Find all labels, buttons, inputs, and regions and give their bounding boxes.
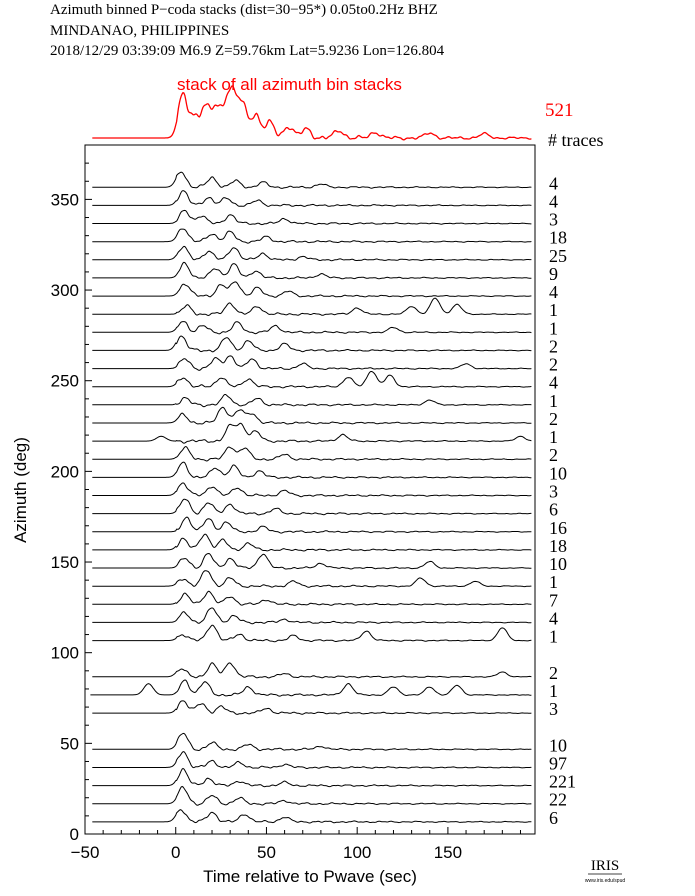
y-tick-label: 250 <box>51 372 79 391</box>
azimuth-trace <box>92 482 532 498</box>
x-axis-label: Time relative to Pwave (sec) <box>203 867 417 886</box>
azimuth-trace <box>92 209 532 226</box>
trace-count: 2 <box>549 445 558 465</box>
traces-count-header: # traces <box>548 130 603 150</box>
azimuth-trace <box>92 607 532 625</box>
trace-count: 97 <box>549 754 567 774</box>
stack-trace <box>92 85 532 141</box>
trace-count: 6 <box>549 500 558 520</box>
trace-count: 3 <box>549 699 558 719</box>
azimuth-trace <box>92 700 532 715</box>
azimuth-trace <box>92 190 532 207</box>
trace-count: 10 <box>549 735 567 755</box>
trace-count: 10 <box>549 463 567 483</box>
traces-panel: 4431825941122412121036161810174121310972… <box>90 171 576 828</box>
y-axis-label: Azimuth (deg) <box>11 437 30 543</box>
azimuth-trace <box>92 662 532 679</box>
azimuth-trace <box>92 422 532 444</box>
y-tick-label: 200 <box>51 462 79 481</box>
azimuth-trace <box>92 297 532 317</box>
trace-count: 22 <box>549 790 567 810</box>
trace-count: 4 <box>549 282 558 302</box>
azimuth-trace <box>92 785 532 806</box>
trace-count: 1 <box>549 318 558 338</box>
y-tick-label: 0 <box>70 825 79 844</box>
trace-count: 1 <box>549 681 558 701</box>
azimuth-trace <box>92 445 532 462</box>
iris-logo-text: IRIS <box>591 858 619 874</box>
azimuth-trace <box>92 394 532 408</box>
y-tick-label: 150 <box>51 553 79 572</box>
stack-count: 521 <box>545 100 574 121</box>
azimuth-trace <box>92 355 532 371</box>
azimuth-trace <box>92 624 532 643</box>
trace-count: 7 <box>549 590 558 610</box>
trace-count: 1 <box>549 627 558 647</box>
stack-label: stack of all azimuth bin stacks <box>177 75 402 94</box>
azimuth-trace <box>92 321 532 335</box>
trace-count: 1 <box>549 572 558 592</box>
azimuth-trace <box>92 498 532 516</box>
azimuth-trace <box>92 552 532 570</box>
azimuth-trace <box>92 516 532 534</box>
trace-count: 1 <box>549 300 558 320</box>
trace-count: 18 <box>549 536 567 556</box>
x-tick-label: 100 <box>343 843 371 862</box>
azimuth-trace <box>92 171 532 189</box>
y-tick-label: 350 <box>51 190 79 209</box>
trace-count: 3 <box>549 210 558 230</box>
trace-count: 1 <box>549 427 558 447</box>
azimuth-trace <box>92 281 532 298</box>
azimuth-trace <box>92 809 532 824</box>
trace-count: 2 <box>549 355 558 375</box>
azimuth-trace <box>92 570 532 588</box>
trace-count: 4 <box>549 608 558 628</box>
trace-count: 4 <box>549 191 558 211</box>
iris-logo-url: www.iris.edu/spud <box>585 878 626 884</box>
x-tick-label: 0 <box>171 843 180 862</box>
trace-count: 1 <box>549 391 558 411</box>
trace-count: 16 <box>549 518 567 538</box>
trace-count: 18 <box>549 228 567 248</box>
azimuth-trace <box>92 533 532 552</box>
x-tick-label: 50 <box>257 843 276 862</box>
stack-panel: stack of all azimuth bin stacks 521 <box>92 75 574 141</box>
azimuth-trace <box>92 732 532 752</box>
iris-logo: IRIS www.iris.edu/spud <box>585 858 626 884</box>
azimuth-trace <box>92 590 532 606</box>
trace-count: 2 <box>549 409 558 429</box>
event-info: 2018/12/29 03:39:09 M6.9 Z=59.76km Lat=5… <box>50 43 445 59</box>
azimuth-trace <box>92 335 532 353</box>
azimuth-trace <box>92 751 532 769</box>
event-region: MINDANAO, PHILIPPINES <box>50 23 230 39</box>
azimuth-trace <box>92 371 532 389</box>
chart-title: Azimuth binned P−coda stacks (dist=30−95… <box>50 2 438 18</box>
trace-count: 4 <box>549 373 558 393</box>
trace-count: 25 <box>549 246 567 266</box>
azimuth-trace <box>92 767 532 788</box>
azimuth-trace <box>92 245 532 262</box>
azimuth-trace <box>92 406 532 425</box>
y-tick-label: 50 <box>60 734 79 753</box>
azimuth-trace <box>90 679 532 697</box>
azimuth-trace <box>92 461 532 479</box>
plot-frame <box>84 144 536 835</box>
trace-count: 6 <box>549 808 558 828</box>
trace-count: 3 <box>549 482 558 502</box>
trace-count: 221 <box>549 772 576 792</box>
trace-count: 4 <box>549 173 558 193</box>
trace-count: 10 <box>549 554 567 574</box>
x-tick-label: −50 <box>71 843 100 862</box>
trace-count: 9 <box>549 264 558 284</box>
azimuth-trace <box>92 261 532 280</box>
trace-count: 2 <box>549 663 558 683</box>
y-tick-label: 100 <box>51 644 79 663</box>
x-tick-label: 150 <box>434 843 462 862</box>
trace-count: 2 <box>549 336 558 356</box>
y-tick-label: 300 <box>51 281 79 300</box>
azimuth-trace <box>92 228 532 244</box>
